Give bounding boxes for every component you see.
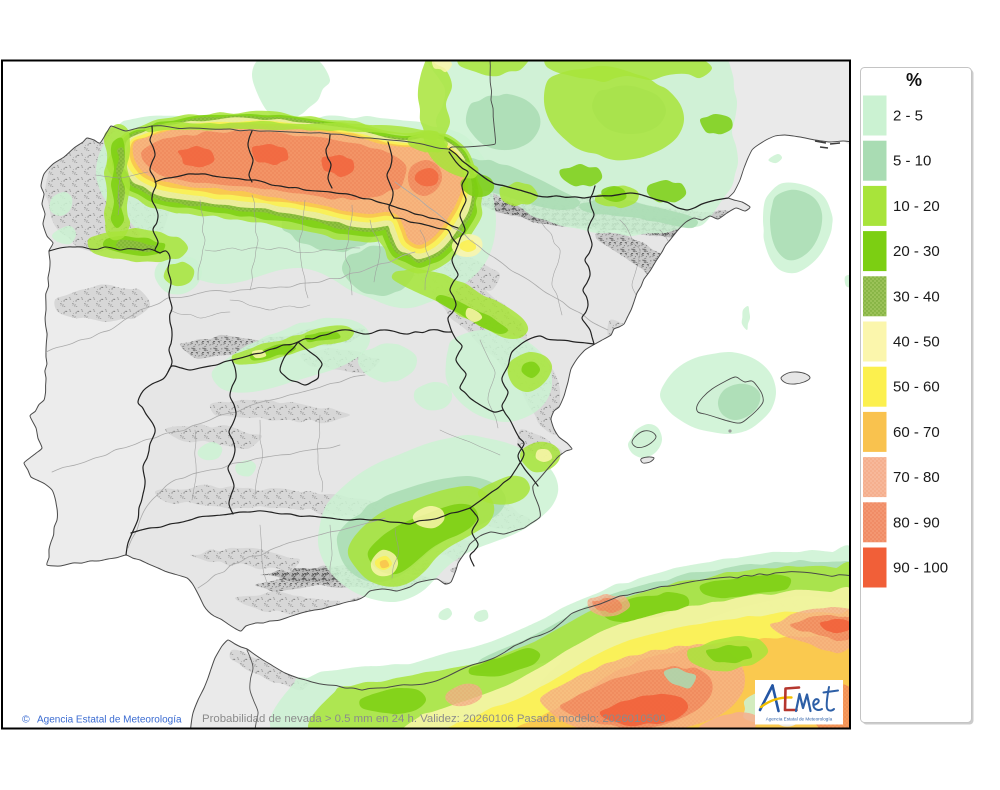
svg-text:©: ©	[22, 714, 30, 726]
svg-text:10 - 20: 10 - 20	[893, 198, 940, 215]
svg-text:Probabilidad de nevada > 0.5 m: Probabilidad de nevada > 0.5 mm en 24 h.…	[202, 713, 666, 725]
svg-text:2 - 5: 2 - 5	[893, 108, 923, 125]
svg-text:90 - 100: 90 - 100	[893, 560, 948, 577]
svg-text:30 - 40: 30 - 40	[893, 288, 940, 305]
svg-text:40 - 50: 40 - 50	[893, 334, 940, 351]
svg-text:50 - 60: 50 - 60	[893, 379, 940, 396]
svg-text:Agencia Estatal de Meteorologí: Agencia Estatal de Meteorología	[766, 717, 833, 722]
svg-text:5 - 10: 5 - 10	[893, 153, 931, 170]
svg-text:80 - 90: 80 - 90	[893, 514, 940, 531]
svg-text:70 - 80: 70 - 80	[893, 469, 940, 486]
svg-text:%: %	[906, 70, 922, 90]
svg-text:Agencia Estatal de Meteorologí: Agencia Estatal de Meteorología	[37, 715, 182, 726]
svg-text:60 - 70: 60 - 70	[893, 424, 940, 441]
svg-text:20 - 30: 20 - 30	[893, 243, 940, 260]
